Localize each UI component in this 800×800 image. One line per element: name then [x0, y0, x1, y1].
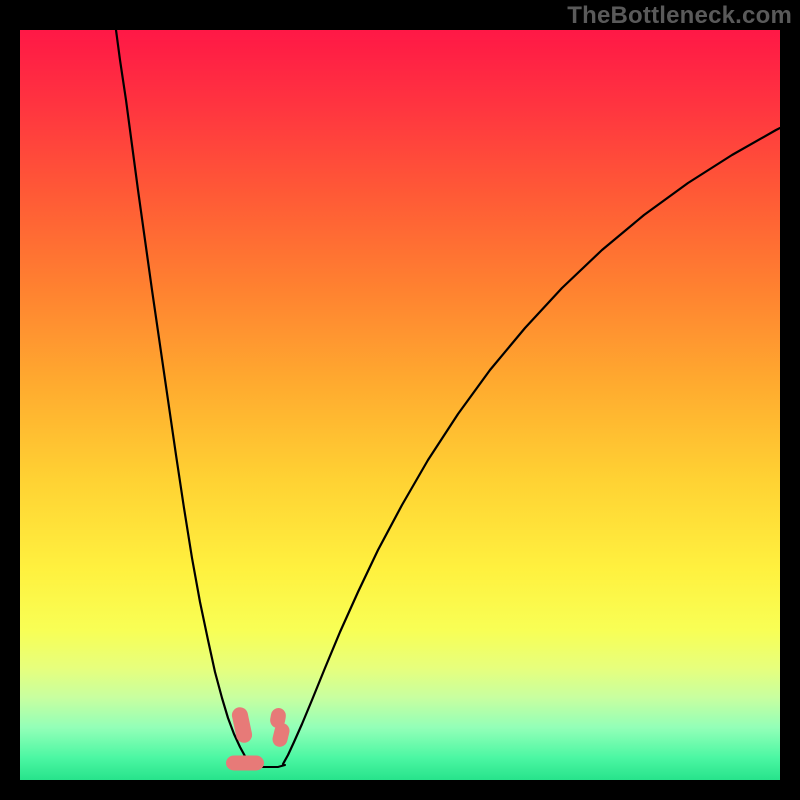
plot-area — [20, 30, 780, 780]
chart-frame — [0, 0, 800, 800]
plot-svg — [20, 30, 780, 780]
watermark-text: TheBottleneck.com — [567, 2, 792, 30]
marker-capsule — [226, 756, 264, 771]
gradient-background — [20, 30, 780, 780]
